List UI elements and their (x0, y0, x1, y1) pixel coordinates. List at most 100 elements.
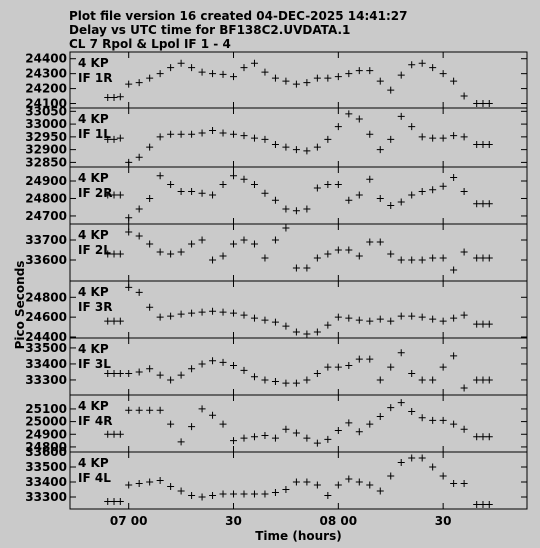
data-point (167, 483, 175, 490)
data-point (429, 315, 437, 323)
data-point (485, 376, 493, 384)
data-point (156, 406, 164, 414)
data-point (177, 310, 185, 318)
data-point (334, 246, 342, 254)
data-point (292, 328, 300, 336)
header-line: Plot file version 16 created 04-DEC-2025… (69, 9, 407, 23)
data-point (104, 250, 112, 258)
data-point (188, 64, 196, 72)
data-point (460, 425, 468, 433)
data-point (303, 147, 311, 155)
data-point (261, 316, 269, 324)
data-point (324, 321, 332, 329)
data-point (429, 64, 437, 72)
data-point (376, 194, 384, 202)
data-point (366, 67, 374, 75)
data-point (450, 420, 458, 428)
data-point (355, 252, 363, 260)
data-point (439, 472, 447, 480)
data-point (408, 123, 416, 131)
x-axis-label: Time (hours) (255, 529, 341, 543)
data-point (177, 59, 185, 67)
data-point (387, 135, 395, 143)
y-tick-label: 33300 (25, 373, 67, 387)
data-point (460, 311, 468, 319)
data-point (282, 486, 290, 493)
data-point (429, 254, 437, 262)
data-point (261, 254, 269, 262)
data-point (135, 406, 143, 414)
data-point (387, 472, 395, 480)
data-point (387, 317, 395, 325)
data-point (313, 328, 321, 336)
panel-subtitle: IF 2L (78, 243, 111, 257)
y-tick-label: 25100 (25, 402, 67, 416)
panel-subtitle: IF 1L (78, 127, 111, 141)
data-point (116, 93, 124, 101)
data-point (334, 180, 342, 188)
data-point (485, 200, 493, 208)
data-point (271, 236, 279, 244)
data-point (324, 180, 332, 188)
data-point (334, 426, 342, 434)
data-point (324, 435, 332, 443)
data-point (250, 59, 258, 67)
data-point (485, 141, 493, 149)
y-tick-label: 33400 (25, 475, 67, 489)
data-point (110, 317, 118, 325)
y-tick-label: 24800 (25, 440, 67, 454)
data-point (230, 437, 238, 445)
y-tick-label: 24700 (25, 209, 67, 223)
panel-frame (69, 166, 528, 225)
data-point (250, 240, 258, 248)
data-point (355, 355, 363, 363)
y-tick-label: 24900 (25, 427, 67, 441)
data-point (209, 126, 217, 134)
data-point (376, 413, 384, 421)
data-point (345, 362, 353, 370)
data-point (261, 376, 269, 384)
data-point (418, 187, 426, 195)
data-point (485, 320, 493, 328)
data-point (104, 94, 112, 102)
data-point (125, 158, 133, 166)
data-point (271, 141, 279, 149)
data-point (355, 428, 363, 436)
panel-title: 4 KP (78, 228, 109, 242)
data-point (450, 480, 458, 487)
data-point (460, 480, 468, 487)
data-point (135, 288, 143, 296)
data-point (439, 363, 447, 371)
data-point (345, 70, 353, 78)
data-point (110, 94, 118, 102)
data-point (313, 74, 321, 82)
data-point (230, 362, 238, 370)
data-point (156, 477, 164, 484)
data-point (387, 363, 395, 371)
data-point (219, 252, 227, 260)
data-point (271, 434, 279, 442)
y-tick-label: 33050 (25, 104, 67, 118)
panel-title: 4 KP (78, 171, 109, 185)
data-point (408, 312, 416, 320)
data-point (397, 349, 405, 357)
data-point (292, 429, 300, 437)
data-point (334, 313, 342, 321)
data-point (135, 79, 143, 87)
data-point (460, 187, 468, 195)
data-point (292, 478, 300, 486)
y-tick-label: 24300 (25, 67, 67, 81)
data-point (450, 173, 458, 181)
data-point (408, 370, 416, 378)
data-point (250, 373, 258, 381)
data-point (250, 134, 258, 142)
data-point (198, 236, 206, 244)
data-point (282, 425, 290, 433)
data-point (135, 205, 143, 213)
data-point (387, 404, 395, 412)
data-point (366, 130, 374, 138)
data-point (125, 481, 133, 489)
data-point (209, 492, 217, 499)
data-point (397, 198, 405, 206)
data-point (479, 200, 487, 208)
